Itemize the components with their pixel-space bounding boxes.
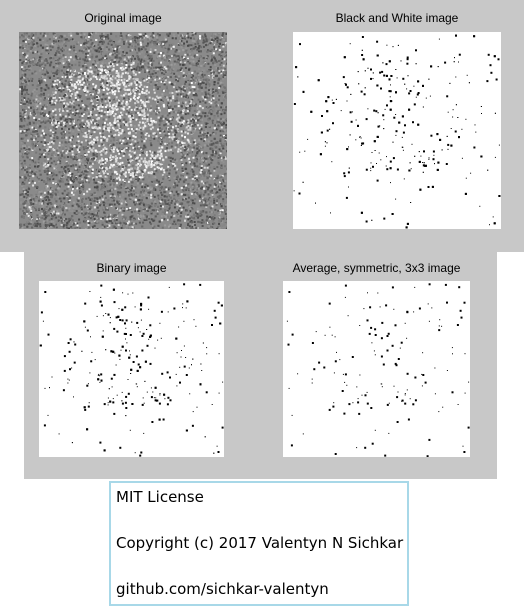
binary-image bbox=[39, 281, 224, 457]
panel-title-binary: Binary image bbox=[96, 261, 167, 275]
panel-title-original: Original image bbox=[84, 11, 162, 25]
average-filtered-image bbox=[283, 281, 470, 457]
license-box: MIT License Copyright (c) 2017 Valentyn … bbox=[109, 481, 409, 606]
black-white-image bbox=[293, 32, 501, 229]
panel-title-black-white: Black and White image bbox=[335, 11, 459, 25]
figure-window-bottom: Binary image Average, symmetric, 3x3 ima… bbox=[24, 252, 497, 479]
license-link: github.com/sichkar-valentyn bbox=[116, 580, 329, 598]
panel-title-average: Average, symmetric, 3x3 image bbox=[292, 261, 461, 275]
license-copyright: Copyright (c) 2017 Valentyn N Sichkar bbox=[116, 534, 404, 552]
original-image bbox=[19, 32, 227, 229]
figure-window-top: Original image Black and White image bbox=[0, 0, 524, 252]
license-title: MIT License bbox=[116, 488, 204, 506]
